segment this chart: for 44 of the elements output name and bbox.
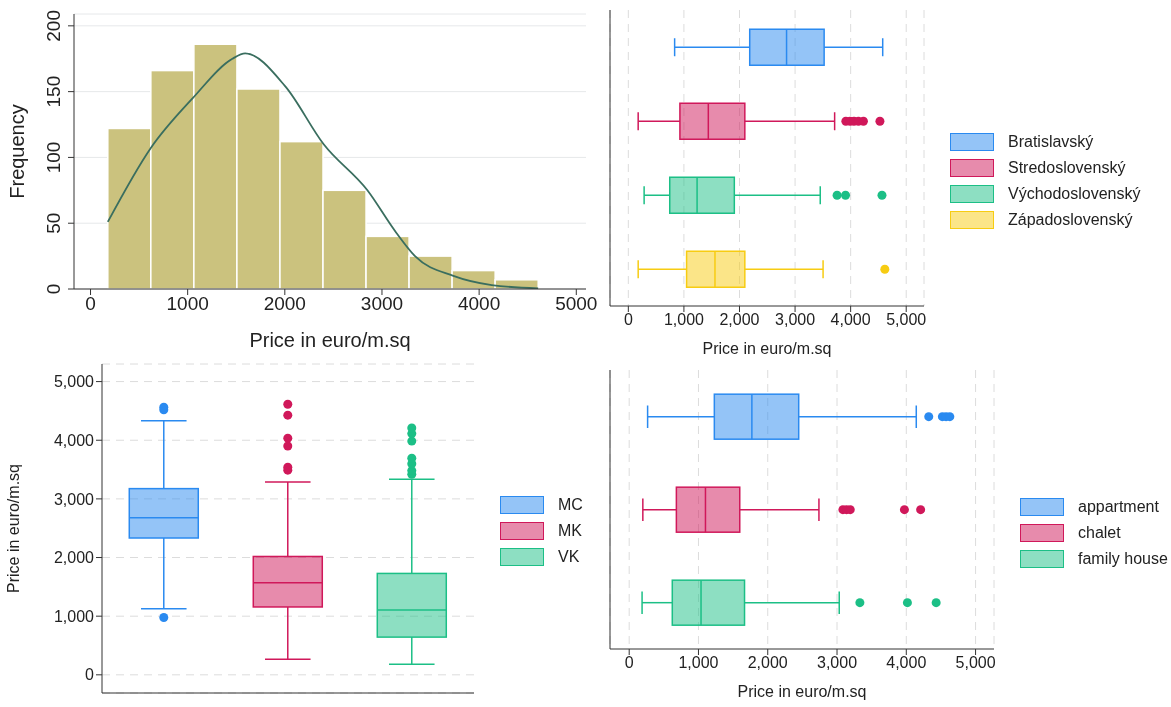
legend-label: MK [558, 521, 582, 540]
x-tick-label: 4,000 [830, 311, 871, 329]
x-tick-label: 1000 [166, 293, 209, 315]
x-axis-title: Price in euro/m.sq [737, 683, 867, 700]
x-tick-label: 2,000 [719, 311, 760, 329]
x-tick-label: 4000 [457, 293, 501, 315]
x-tick-label: 3000 [360, 293, 404, 315]
x-tick-label: 2,000 [747, 654, 788, 672]
legend-label: family house [1078, 549, 1168, 568]
x-tick-label: 0 [623, 311, 633, 329]
legend-label: MC [558, 495, 583, 514]
y-tick-label: 200 [43, 9, 64, 42]
y-tick-label: 5,000 [53, 373, 95, 391]
x-tick-label: 0 [624, 654, 634, 672]
y-tick-label: 3,000 [53, 490, 95, 508]
y-axis-title: Frequency [6, 104, 28, 199]
y-tick-label: 50 [43, 212, 64, 234]
y-tick-label: 0 [85, 666, 95, 684]
x-tick-label: 3,000 [775, 311, 816, 329]
x-tick-label: 4,000 [886, 654, 927, 672]
legend-label: chalet [1078, 523, 1121, 542]
legend-label: appartment [1078, 497, 1159, 516]
x-tick-label: 5,000 [955, 654, 996, 672]
y-tick-label: 0 [43, 283, 64, 295]
x-tick-label: 1,000 [663, 311, 705, 329]
x-tick-label: 5000 [555, 293, 598, 315]
legend-label: Stredoslovenský [1008, 159, 1126, 177]
x-tick-label: 1,000 [678, 654, 719, 672]
y-tick-label: 2,000 [53, 549, 95, 567]
y-tick-label: 1,000 [53, 607, 95, 625]
y-tick-label: 100 [43, 141, 64, 174]
x-axis-title: Price in euro/m.sq [249, 329, 411, 351]
x-tick-label: 5,000 [886, 311, 927, 329]
legend-label: Východoslovenský [1008, 185, 1141, 203]
line-series [106, 52, 540, 289]
y-axis-title: Price in euro/m.sq [4, 464, 22, 593]
legend-label: Západoslovenský [1008, 211, 1133, 229]
y-tick-label: 150 [43, 75, 64, 108]
legend-label: Bratislavský [1008, 133, 1094, 151]
x-axis-title: Price in euro/m.sq [702, 340, 832, 357]
x-tick-label: 2000 [263, 293, 306, 315]
x-tick-label: 3,000 [817, 654, 858, 672]
y-tick-label: 4,000 [53, 431, 95, 449]
legend-label: VK [558, 547, 580, 566]
